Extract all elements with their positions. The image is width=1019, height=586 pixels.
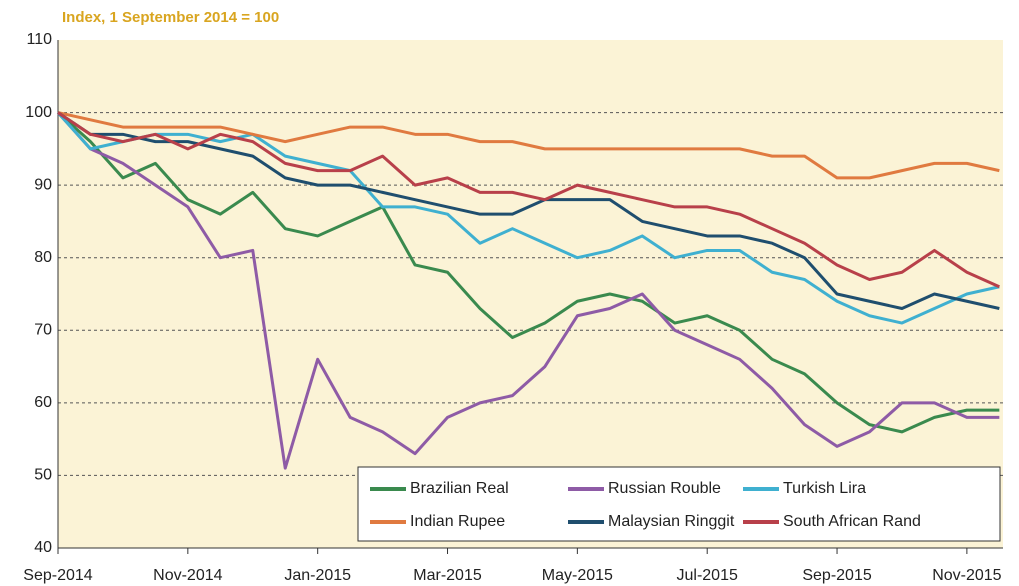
y-tick-label: 80 (34, 249, 52, 266)
x-tick-label: Mar-2015 (413, 567, 482, 584)
series-line (57, 111, 1000, 289)
x-tick-label: Jan-2015 (284, 567, 351, 584)
x-tick-label: Sep-2015 (802, 567, 871, 584)
plot-area (58, 40, 1003, 548)
y-tick-label: 110 (26, 31, 52, 48)
y-tick-label: 100 (25, 104, 52, 121)
series-line (56, 111, 1000, 325)
series-line (57, 111, 1000, 180)
legend-label: Indian Rupee (410, 513, 505, 530)
x-tick-label: Jul-2015 (677, 567, 738, 584)
y-tick-label: 40 (34, 539, 52, 556)
y-tick-label: 70 (34, 322, 52, 339)
series-line (57, 111, 1000, 434)
series-line (56, 111, 1000, 470)
x-tick-label: May-2015 (542, 567, 613, 584)
legend-label: Turkish Lira (783, 480, 866, 497)
y-tick-label: 50 (34, 467, 52, 484)
chart-title: Index, 1 September 2014 = 100 (62, 9, 279, 26)
legend-box (357, 466, 1001, 542)
x-tick-label: Nov-2014 (153, 567, 222, 584)
x-tick-label: Nov-2015 (932, 567, 1001, 584)
legend-label: Brazilian Real (410, 480, 509, 497)
legend-label: South African Rand (783, 513, 921, 530)
y-tick-label: 60 (34, 394, 52, 411)
y-tick-label: 90 (34, 176, 52, 193)
legend-label: Russian Rouble (608, 480, 721, 497)
legend-label: Malaysian Ringgit (608, 513, 735, 530)
series-line (57, 111, 1000, 311)
x-tick-label: Sep-2014 (23, 567, 92, 584)
